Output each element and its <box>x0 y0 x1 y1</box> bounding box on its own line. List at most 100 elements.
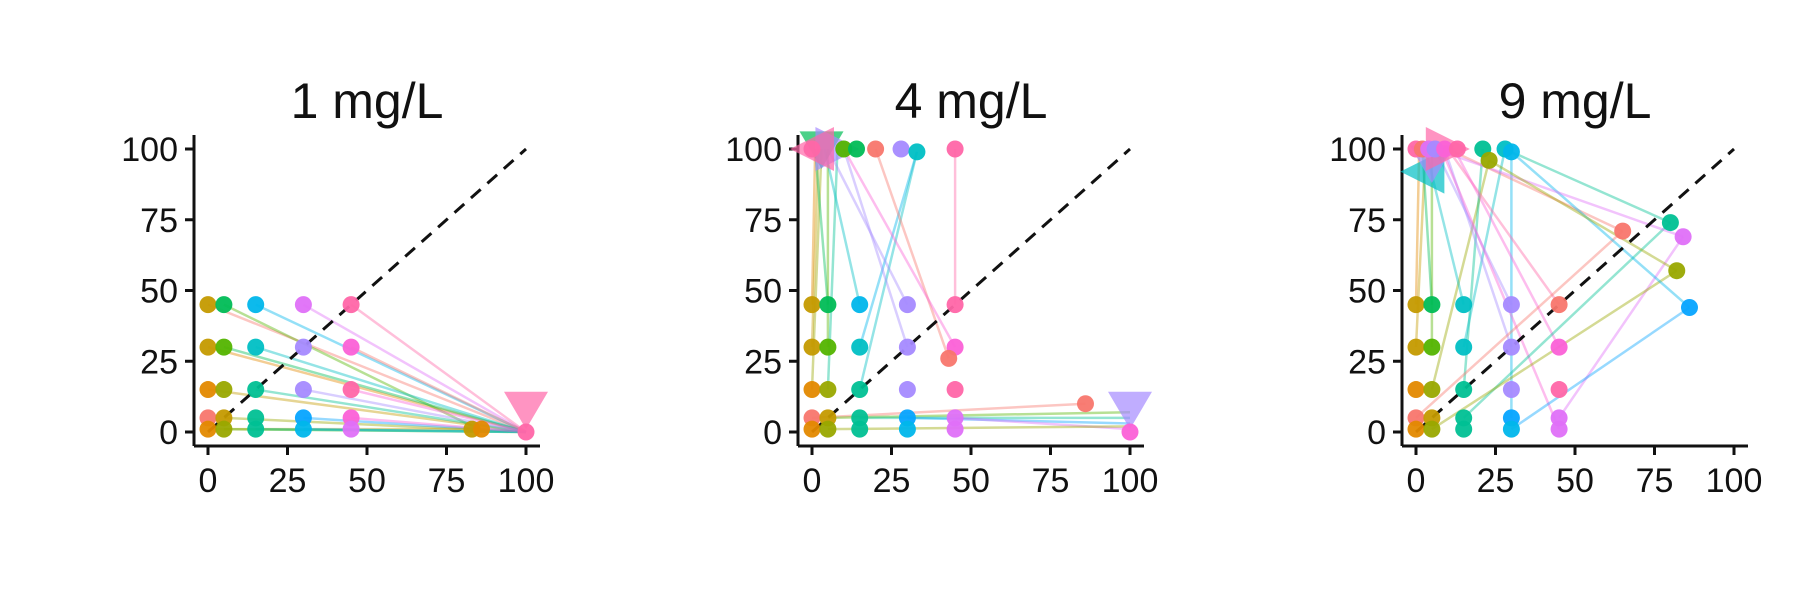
trajectory-segment <box>303 388 527 434</box>
panel-1-mg-per-l: 0 25 50 75 100 0 25 50 75 100 1 mg/L <box>121 73 554 500</box>
data-point <box>835 140 853 158</box>
x-tick-label: 0 <box>803 462 822 500</box>
data-point <box>1502 420 1520 438</box>
trajectory-segment <box>826 148 909 306</box>
trajectory-segment <box>1510 306 1691 431</box>
trajectory-segment <box>350 416 527 434</box>
data-point <box>1076 395 1094 413</box>
trajectory-segment <box>1434 147 1684 238</box>
data-point <box>1436 140 1454 158</box>
data-point <box>294 296 312 314</box>
data-point <box>1455 338 1473 356</box>
data-point <box>803 381 821 399</box>
data-point <box>1502 381 1520 399</box>
data-point <box>1448 140 1466 158</box>
x-tick-label: 75 <box>1032 462 1070 500</box>
data-point <box>215 381 233 399</box>
data-point <box>819 338 837 356</box>
data-point <box>940 349 958 367</box>
data-point <box>247 338 265 356</box>
x-tick-label: 50 <box>1556 462 1594 500</box>
triangle-marker <box>1108 391 1152 430</box>
data-point <box>342 296 360 314</box>
trajectory-segment <box>350 345 527 434</box>
trajectory-segment <box>955 416 1131 431</box>
data-point <box>898 381 916 399</box>
x-tick-label: 100 <box>1706 462 1763 500</box>
data-point <box>803 338 821 356</box>
data-point <box>867 140 885 158</box>
y-tick-label: 0 <box>159 414 178 452</box>
data-point <box>247 381 265 399</box>
trajectory-segment <box>1462 148 1507 348</box>
data-point <box>1423 381 1441 399</box>
data-point <box>199 420 217 438</box>
trajectory-segment <box>858 151 919 390</box>
trajectory-segment <box>302 303 527 434</box>
data-point <box>1502 296 1520 314</box>
data-point <box>1550 296 1568 314</box>
data-point <box>215 420 233 438</box>
data-point <box>1502 338 1520 356</box>
y-tick-label: 75 <box>744 202 782 240</box>
data-point <box>1661 214 1679 232</box>
trajectory-segment <box>207 303 527 434</box>
y-tick-label: 100 <box>1329 131 1386 169</box>
data-point <box>898 420 916 438</box>
trajectory-segment <box>858 151 919 348</box>
trajectory-segment <box>1446 148 1561 306</box>
data-point <box>1455 296 1473 314</box>
data-point <box>908 143 926 161</box>
data-point <box>851 381 869 399</box>
data-point <box>199 338 217 356</box>
data-point <box>1550 420 1568 438</box>
trajectory-segment <box>1447 147 1624 233</box>
data-point <box>819 381 837 399</box>
data-point <box>1550 338 1568 356</box>
y-tick-label: 0 <box>763 414 782 452</box>
x-tick-label: 50 <box>348 462 386 500</box>
trajectory-segment <box>1443 148 1513 348</box>
trajectory-segment <box>813 148 830 305</box>
x-tick-label: 50 <box>952 462 990 500</box>
y-tick-label: 100 <box>725 131 782 169</box>
trajectory-segment <box>1453 148 1561 348</box>
data-point <box>851 420 869 438</box>
x-tick-label: 25 <box>1477 462 1515 500</box>
x-tick-label: 100 <box>498 462 555 500</box>
trajectory-segment <box>810 148 817 305</box>
data-point <box>1407 420 1425 438</box>
data-point <box>851 296 869 314</box>
y-tick-label: 25 <box>140 343 178 381</box>
x-tick-label: 25 <box>873 462 911 500</box>
trajectory-segment <box>1415 230 1624 419</box>
y-tick-label: 75 <box>140 202 178 240</box>
data-point <box>1407 338 1425 356</box>
data-point <box>1480 151 1498 169</box>
data-point <box>803 296 821 314</box>
trajectory-segment <box>842 148 909 348</box>
data-point <box>199 296 217 314</box>
panel-9-mg-per-l: 0 25 50 75 100 0 25 50 75 100 9 mg/L <box>1329 73 1762 500</box>
data-point <box>1423 420 1441 438</box>
data-point <box>898 296 916 314</box>
trajectory-segment <box>1440 148 1561 430</box>
panel-title: 4 mg/L <box>895 73 1048 129</box>
y-tick-label: 50 <box>1348 273 1386 311</box>
data-point <box>342 420 360 438</box>
trajectory-segment <box>823 148 861 305</box>
data-point <box>1614 222 1632 240</box>
y-tick-label: 100 <box>121 131 178 169</box>
trajectory-segment <box>827 425 1131 431</box>
trajectory-segment <box>1462 221 1672 419</box>
data-point <box>1455 381 1473 399</box>
trajectory-segment <box>350 303 527 434</box>
trajectory-segment <box>1504 147 1671 224</box>
data-point <box>1407 296 1425 314</box>
y-tick-label: 0 <box>1367 414 1386 452</box>
data-point <box>1455 420 1473 438</box>
data-point <box>946 420 964 438</box>
data-point <box>1680 298 1698 316</box>
trajectory-segment <box>255 303 527 434</box>
